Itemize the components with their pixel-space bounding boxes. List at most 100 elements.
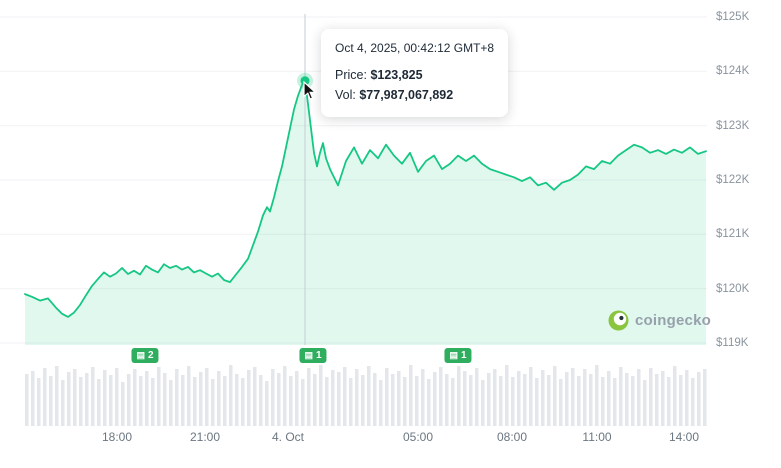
x-axis-label: 11:00 bbox=[582, 430, 612, 444]
volume-bar bbox=[457, 366, 461, 426]
volume-bar bbox=[247, 370, 251, 426]
chart-tooltip: Oct 4, 2025, 00:42:12 GMT+8 Price: $123,… bbox=[321, 29, 509, 117]
volume-bar bbox=[181, 375, 185, 426]
volume-bar bbox=[601, 377, 605, 426]
volume-bar bbox=[679, 375, 683, 426]
volume-bar bbox=[307, 368, 311, 426]
volume-bar bbox=[265, 381, 269, 426]
volume-bar bbox=[643, 380, 647, 426]
news-marker-icon: ▤ bbox=[449, 350, 458, 360]
volume-bar bbox=[211, 379, 215, 426]
y-axis-label: $120K bbox=[716, 282, 750, 295]
volume-bar bbox=[157, 367, 161, 426]
volume-bar bbox=[595, 365, 599, 426]
volume-bar bbox=[409, 365, 413, 426]
volume-bar bbox=[205, 368, 209, 426]
volume-bar bbox=[187, 366, 191, 426]
volume-bar bbox=[655, 374, 659, 426]
volume-bar bbox=[343, 367, 347, 426]
volume-bar bbox=[631, 376, 635, 426]
y-axis-label: $119K bbox=[716, 337, 749, 349]
news-marker[interactable]: ▤ 2 bbox=[131, 348, 159, 363]
volume-bar bbox=[31, 371, 35, 426]
volume-bar bbox=[577, 376, 581, 426]
x-axis-label: 14:00 bbox=[668, 430, 700, 444]
volume-bar bbox=[547, 375, 551, 426]
volume-bar bbox=[193, 377, 197, 426]
volume-bar bbox=[583, 369, 587, 426]
news-marker[interactable]: ▤ 1 bbox=[299, 348, 327, 363]
volume-bar bbox=[637, 369, 641, 426]
volume-bar bbox=[691, 378, 695, 426]
x-axis-label: 21:00 bbox=[189, 430, 221, 444]
volume-bar bbox=[703, 369, 707, 426]
volume-bar bbox=[625, 373, 629, 426]
volume-bar bbox=[55, 366, 59, 426]
news-marker-icon: ▤ bbox=[136, 350, 145, 360]
volume-bar bbox=[355, 369, 359, 426]
volume-bar bbox=[121, 382, 125, 426]
volume-bar bbox=[127, 374, 131, 426]
volume-bar bbox=[217, 371, 221, 426]
volume-bar bbox=[403, 377, 407, 426]
volume-bar bbox=[385, 368, 389, 426]
volume-bar bbox=[163, 373, 167, 426]
volume-bar bbox=[517, 371, 521, 426]
volume-bar bbox=[469, 375, 473, 426]
tooltip-price-row: Price: $123,825 bbox=[335, 65, 494, 85]
volume-bar bbox=[49, 376, 53, 426]
volume-bar bbox=[661, 371, 665, 426]
volume-bar bbox=[319, 365, 323, 426]
volume-bar bbox=[235, 374, 239, 426]
tooltip-vol-value: $77,987,067,892 bbox=[359, 88, 454, 102]
volume-bar bbox=[337, 372, 341, 426]
volume-bar bbox=[277, 373, 281, 426]
volume-bar bbox=[109, 375, 113, 426]
volume-bar bbox=[463, 371, 467, 426]
volume-bar bbox=[433, 372, 437, 426]
volume-bar bbox=[493, 369, 497, 426]
volume-bar bbox=[685, 370, 689, 426]
x-axis-label: 4. Oct bbox=[271, 430, 305, 444]
volume-bar bbox=[523, 374, 527, 426]
volume-bar bbox=[541, 370, 545, 426]
volume-bar bbox=[397, 371, 401, 426]
tooltip-timestamp: Oct 4, 2025, 00:42:12 GMT+8 bbox=[335, 41, 495, 55]
volume-bar bbox=[43, 368, 47, 426]
news-marker-icon: ▤ bbox=[304, 350, 313, 360]
volume-bar bbox=[487, 373, 491, 426]
volume-bar bbox=[61, 380, 65, 426]
volume-bar bbox=[649, 368, 653, 426]
tooltip-vol-row: Vol: $77,987,067,892 bbox=[335, 85, 494, 105]
volume-bar bbox=[289, 376, 293, 426]
volume-bar bbox=[229, 365, 233, 426]
volume-bar bbox=[499, 376, 503, 426]
volume-bar bbox=[325, 377, 329, 426]
volume-bar bbox=[331, 370, 335, 426]
tooltip-vol-label: Vol: bbox=[335, 88, 356, 102]
y-axis-label: $125K bbox=[716, 11, 750, 23]
volume-bar bbox=[295, 371, 299, 426]
volume-bar bbox=[535, 378, 539, 426]
volume-bar bbox=[25, 374, 29, 426]
volume-bar bbox=[421, 369, 425, 426]
news-marker-count: 2 bbox=[147, 350, 154, 361]
volume-bar bbox=[145, 371, 149, 426]
x-axis-label: 05:00 bbox=[402, 430, 434, 444]
volume-bar bbox=[667, 377, 671, 426]
price-area bbox=[25, 80, 706, 346]
volume-bar bbox=[367, 366, 371, 426]
news-marker[interactable]: ▤ 1 bbox=[444, 348, 472, 363]
volume-bar bbox=[241, 378, 245, 426]
news-marker-count: 1 bbox=[315, 350, 322, 361]
volume-bar bbox=[91, 367, 95, 426]
volume-bar bbox=[301, 379, 305, 426]
volume-bar bbox=[565, 372, 569, 426]
volume-bar bbox=[589, 374, 593, 426]
news-marker-count: 1 bbox=[460, 350, 467, 361]
mouse-cursor-icon bbox=[303, 80, 319, 106]
volume-bar bbox=[529, 367, 533, 426]
price-line bbox=[24, 79, 707, 318]
